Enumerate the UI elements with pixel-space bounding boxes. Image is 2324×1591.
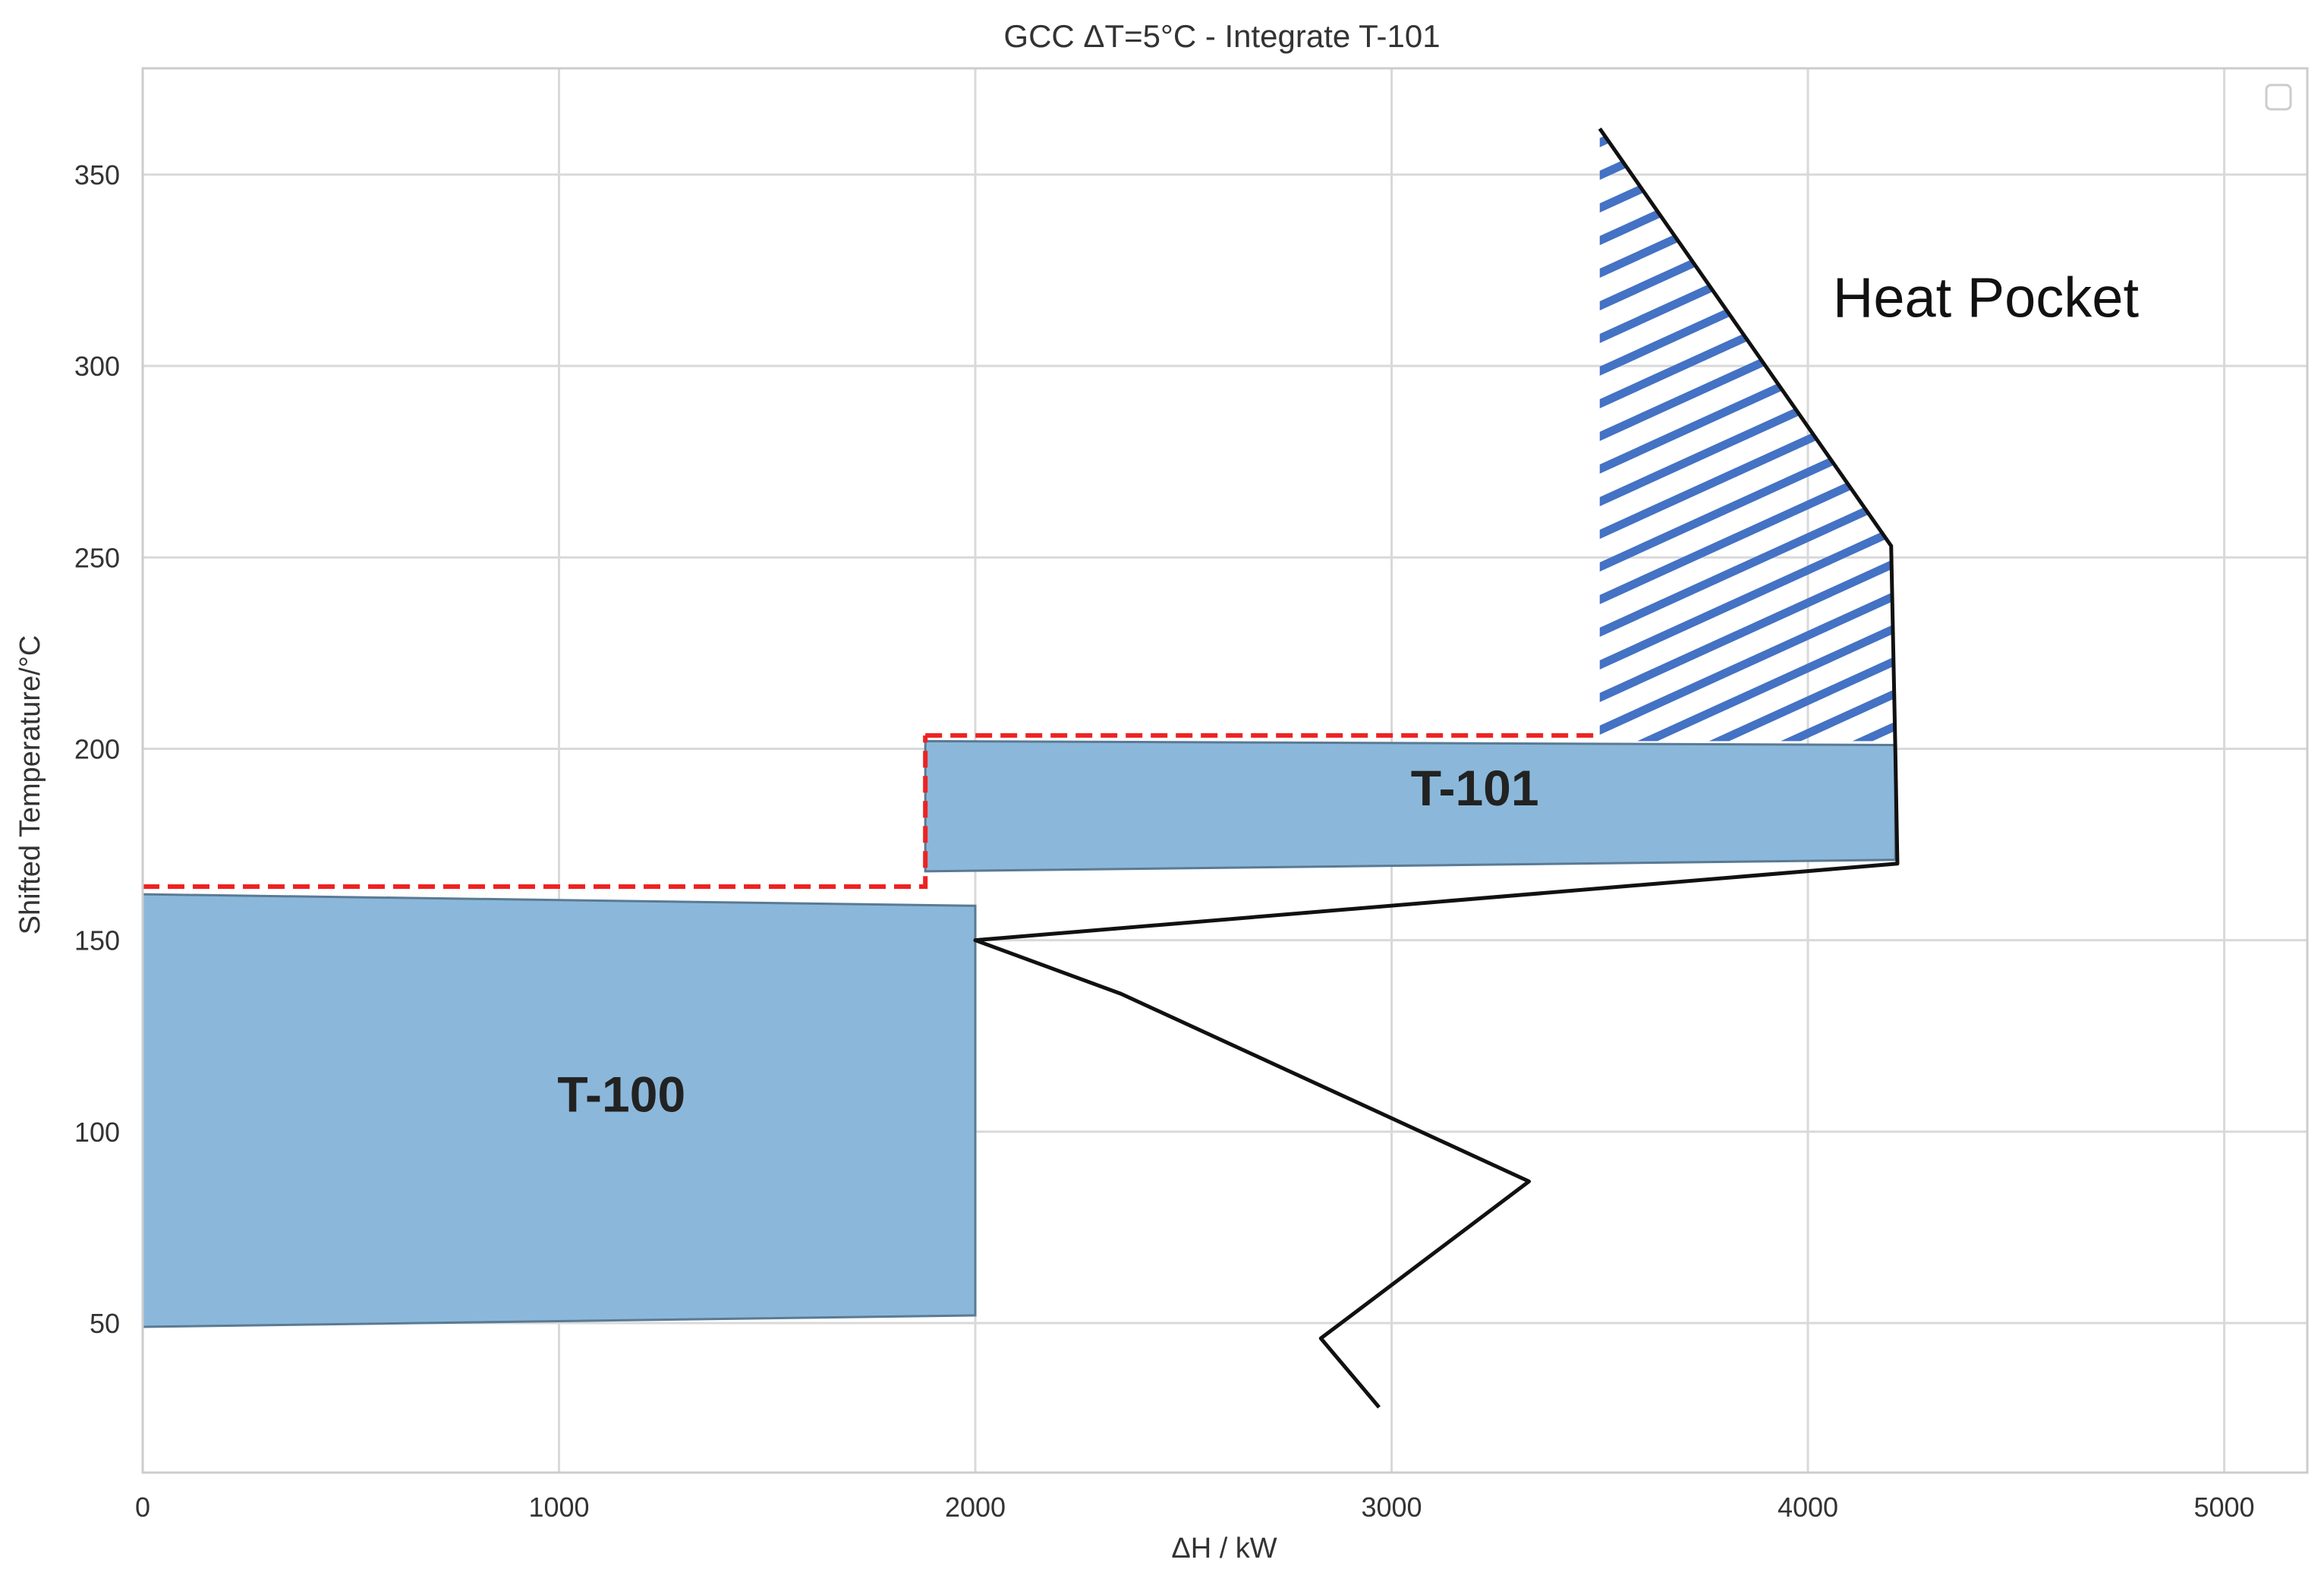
- hatch-line: [1599, 708, 1896, 742]
- tick-labels: 0 1000 2000 3000 4000 5000 50 100 150 200 250 300 35…: [74, 159, 2255, 1523]
- y-tick-label: 300: [74, 351, 120, 382]
- y-tick-label: 100: [74, 1117, 120, 1148]
- region-label-t-100: T-100: [557, 1066, 685, 1122]
- y-tick-label: 350: [74, 159, 120, 191]
- hatch-line: [1599, 643, 1896, 742]
- y-tick-label: 200: [74, 734, 120, 765]
- y-tick-label: 50: [90, 1308, 120, 1339]
- annotation-labels: T-100 T-101 Heat Pocket: [557, 266, 2139, 1122]
- x-tick-label: 4000: [1778, 1492, 1838, 1523]
- y-tick-label: 150: [74, 925, 120, 956]
- legend-box: [2265, 83, 2292, 111]
- hatch-line: [1599, 512, 1896, 673]
- axes-frame: [141, 67, 2309, 1474]
- chart-title: GCC ΔT=5°C - Integrate T-101: [1003, 18, 1440, 54]
- heat-pocket-label: Heat Pocket: [1833, 266, 2140, 329]
- gcc-curve-layer: [973, 128, 1900, 1409]
- x-tick-label: 5000: [2193, 1492, 2254, 1523]
- y-tick-label: 250: [74, 542, 120, 573]
- hatch-line: [1599, 578, 1896, 738]
- target-line: [143, 735, 928, 890]
- heat-cascade-regions: [143, 739, 1897, 1328]
- x-tick-label: 1000: [528, 1492, 589, 1523]
- y-axis-label: Shifted Temperature/°C: [14, 635, 46, 935]
- hatch-line: [1599, 676, 1896, 742]
- region-t-100: [143, 893, 977, 1328]
- x-axis-label: ΔH / kW: [1171, 1533, 1277, 1564]
- hatch-line: [1599, 610, 1896, 742]
- gcc-curve: [973, 128, 1900, 1409]
- x-tick-label: 0: [135, 1492, 150, 1523]
- hatch-line: [1599, 545, 1896, 705]
- x-tick-label: 2000: [945, 1492, 1006, 1523]
- region-label-t-101: T-101: [1411, 760, 1539, 816]
- x-tick-label: 3000: [1361, 1492, 1422, 1523]
- target-lines: [143, 732, 1600, 890]
